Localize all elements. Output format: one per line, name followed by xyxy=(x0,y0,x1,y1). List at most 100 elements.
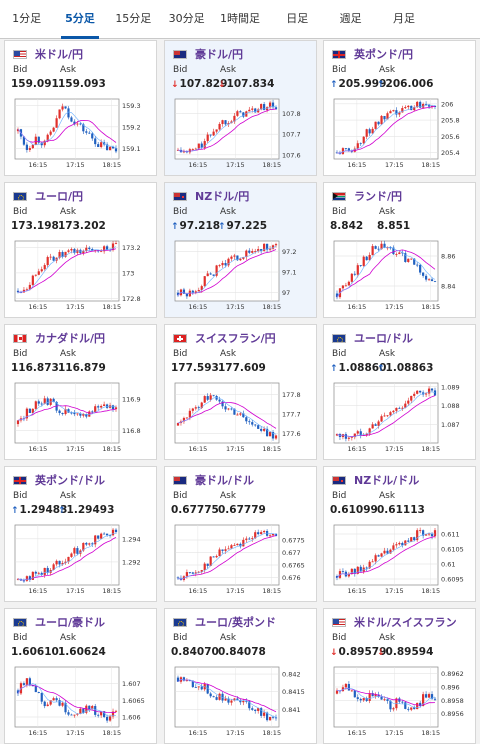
pair-name[interactable]: 豪ドル/ドル xyxy=(195,474,255,487)
candle xyxy=(64,251,67,257)
rate-card[interactable]: ユーロ/円 Bid Ask 173.198 173.202 173.2 173 172.8 16… xyxy=(4,182,157,318)
ask-label: Ask xyxy=(379,207,396,217)
bid-number: 177.593 xyxy=(171,362,219,374)
pair-name[interactable]: 米ドル/円 xyxy=(35,48,84,61)
rate-card[interactable]: 米ドル/円 Bid Ask 159.091 159.093 159.3 159.2 159.1… xyxy=(4,40,157,176)
rate-card[interactable]: 豪ドル/ドル Bid Ask 0.67775 0.67779 0.6775 0.677 0.6… xyxy=(164,466,317,602)
candle xyxy=(203,141,206,148)
candle xyxy=(377,248,380,250)
price-chart[interactable]: 0.6775 0.677 0.6765 0.676 16:15 17:15 18:15 xyxy=(173,523,311,597)
tab-8[interactable]: 月足 xyxy=(392,12,415,25)
tab-1[interactable]: 1分足 xyxy=(12,12,42,25)
rate-card[interactable]: カナダドル/円 Bid Ask 116.873 116.879 116.9 116.8 16:… xyxy=(4,324,157,460)
candle xyxy=(416,702,419,710)
x-tick-label: 16:15 xyxy=(29,303,48,311)
price-chart[interactable]: 0.8962 0.896 0.8958 0.8956 16:15 17:15 18:15 xyxy=(332,665,470,739)
x-tick-label: 17:15 xyxy=(385,303,404,311)
candle xyxy=(111,529,115,536)
pair-name[interactable]: スイスフラン/円 xyxy=(195,332,276,345)
candle xyxy=(341,148,345,155)
candle xyxy=(410,105,413,111)
candle xyxy=(191,408,194,411)
y-tick-label: 97.2 xyxy=(282,248,296,256)
bid-value: 173.198 xyxy=(11,220,59,232)
candle xyxy=(407,105,410,108)
y-tick-label: 205.4 xyxy=(441,149,460,157)
ask-label: Ask xyxy=(379,349,396,359)
price-chart[interactable]: 8.86 8.84 16:15 17:15 18:15 xyxy=(332,239,470,313)
candle xyxy=(248,250,251,253)
pair-name[interactable]: 豪ドル/円 xyxy=(195,48,244,61)
candle xyxy=(176,292,180,296)
price-chart[interactable]: 107.8 107.7 107.6 16:15 17:15 18:15 xyxy=(173,97,311,171)
pair-name[interactable]: 米ドル/スイスフラン xyxy=(354,616,457,629)
tab-6[interactable]: 日足 xyxy=(286,12,309,25)
candle xyxy=(433,280,437,282)
bid-label: Bid xyxy=(13,65,28,75)
short-moving-average-line xyxy=(17,246,117,293)
candle xyxy=(356,143,359,149)
candle xyxy=(245,700,248,702)
tab-5[interactable]: 1時間足 xyxy=(219,12,260,25)
y-tick-label: 0.8415 xyxy=(282,688,305,696)
candle xyxy=(70,248,73,251)
candle xyxy=(371,424,374,429)
flag-icon xyxy=(13,475,27,485)
candle xyxy=(58,252,61,258)
rate-card[interactable]: 米ドル/スイスフラン Bid Ask ↓0.89579 ↓0.89594 0.8962 0.… xyxy=(323,608,476,744)
pair-name[interactable]: カナダドル/円 xyxy=(35,332,106,345)
pair-name[interactable]: 英ポンド/円 xyxy=(354,48,414,61)
short-moving-average-line xyxy=(17,401,117,421)
rate-card[interactable]: NZドル/ドル Bid Ask 0.61099 0.61113 0.611 0.6105 0.… xyxy=(323,466,476,602)
price-chart[interactable]: 116.9 116.8 16:15 17:15 18:15 xyxy=(13,381,151,455)
rate-card[interactable]: 豪ドル/円 Bid Ask ↓107.829 ↓107.834 107.8 107.7 107… xyxy=(164,40,317,176)
price-chart[interactable]: 0.842 0.8415 0.841 16:15 17:15 18:15 xyxy=(173,665,311,739)
price-chart[interactable]: 1.294 1.292 16:15 17:15 18:15 xyxy=(13,523,151,597)
candle xyxy=(221,263,224,266)
candle xyxy=(407,708,410,710)
candle xyxy=(70,412,73,414)
candle xyxy=(191,572,194,574)
pair-name[interactable]: NZドル/円 xyxy=(195,190,250,203)
pair-name[interactable]: ユーロ/豪ドル xyxy=(35,616,106,629)
pair-name[interactable]: 英ポンド/ドル xyxy=(35,474,106,487)
tab-4[interactable]: 30分足 xyxy=(168,12,205,25)
rate-card[interactable]: 英ポンド/ドル Bid Ask ↑1.29483 ↑1.29493 1.294 1.292 1… xyxy=(4,466,157,602)
price-chart[interactable]: 1.607 1.6065 1.606 16:15 17:15 18:15 xyxy=(13,665,151,739)
y-tick-label: 0.6095 xyxy=(441,576,464,584)
price-chart[interactable]: 1.089 1.088 1.087 16:15 17:15 18:15 xyxy=(332,381,470,455)
pair-name[interactable]: ユーロ/円 xyxy=(35,190,84,203)
flag-icon xyxy=(173,475,187,485)
candle xyxy=(79,413,82,416)
tab-7[interactable]: 週足 xyxy=(339,12,362,25)
price-chart[interactable]: 173.2 173 172.8 16:15 17:15 18:15 xyxy=(13,239,151,313)
price-chart[interactable]: 97.2 97.1 97 16:15 17:15 18:15 xyxy=(173,239,311,313)
tab-3[interactable]: 15分足 xyxy=(115,12,152,25)
price-chart[interactable]: 159.3 159.2 159.1 16:15 17:15 18:15 xyxy=(13,97,151,171)
rate-card[interactable]: ユーロ/ドル Bid Ask ↑1.08860 ↑1.08863 1.089 1.088 1.… xyxy=(323,324,476,460)
candle xyxy=(365,567,368,569)
candle xyxy=(97,714,100,716)
rate-card[interactable]: ユーロ/豪ドル Bid Ask 1.60610 1.60624 1.607 1.6065 1.… xyxy=(4,608,157,744)
x-tick-label: 17:15 xyxy=(226,161,245,169)
rate-card[interactable]: ランド/円 Bid Ask 8.842 8.851 8.86 8.84 16:15 17:15 1… xyxy=(323,182,476,318)
rate-card[interactable]: NZドル/円 Bid Ask ↑97.218 ↑97.225 97.2 97.1 97 16:1… xyxy=(164,182,317,318)
price-chart[interactable]: 177.8 177.7 177.6 16:15 17:15 18:15 xyxy=(173,381,311,455)
card-header: NZドル/ドル xyxy=(332,473,419,487)
ask-number: 206.006 xyxy=(385,78,434,90)
price-chart[interactable]: 206 205.8 205.6 205.4 16:15 17:15 18:15 xyxy=(332,97,470,171)
rate-card[interactable]: 英ポンド/円 Bid Ask ↑205.999 ↑206.006 206 205.8 205.… xyxy=(323,40,476,176)
candle xyxy=(88,543,91,545)
price-chart[interactable]: 0.611 0.6105 0.61 0.6095 16:15 17:15 18:15 xyxy=(332,523,470,597)
pair-name[interactable]: ランド/円 xyxy=(354,190,403,203)
tab-2[interactable]: 5分足 xyxy=(53,0,106,39)
candle xyxy=(25,408,29,419)
pair-name[interactable]: NZドル/ドル xyxy=(354,474,420,487)
candle xyxy=(359,698,362,701)
bid-label: Bid xyxy=(173,633,188,643)
pair-name[interactable]: ユーロ/英ポンド xyxy=(195,616,277,629)
ask-label: Ask xyxy=(379,491,396,501)
rate-card[interactable]: ユーロ/英ポンド Bid Ask 0.84070 0.84078 0.842 0.8415 0… xyxy=(164,608,317,744)
pair-name[interactable]: ユーロ/ドル xyxy=(354,332,414,345)
rate-card[interactable]: スイスフラン/円 Bid Ask 177.593 177.609 177.8 177.7 17… xyxy=(164,324,317,460)
